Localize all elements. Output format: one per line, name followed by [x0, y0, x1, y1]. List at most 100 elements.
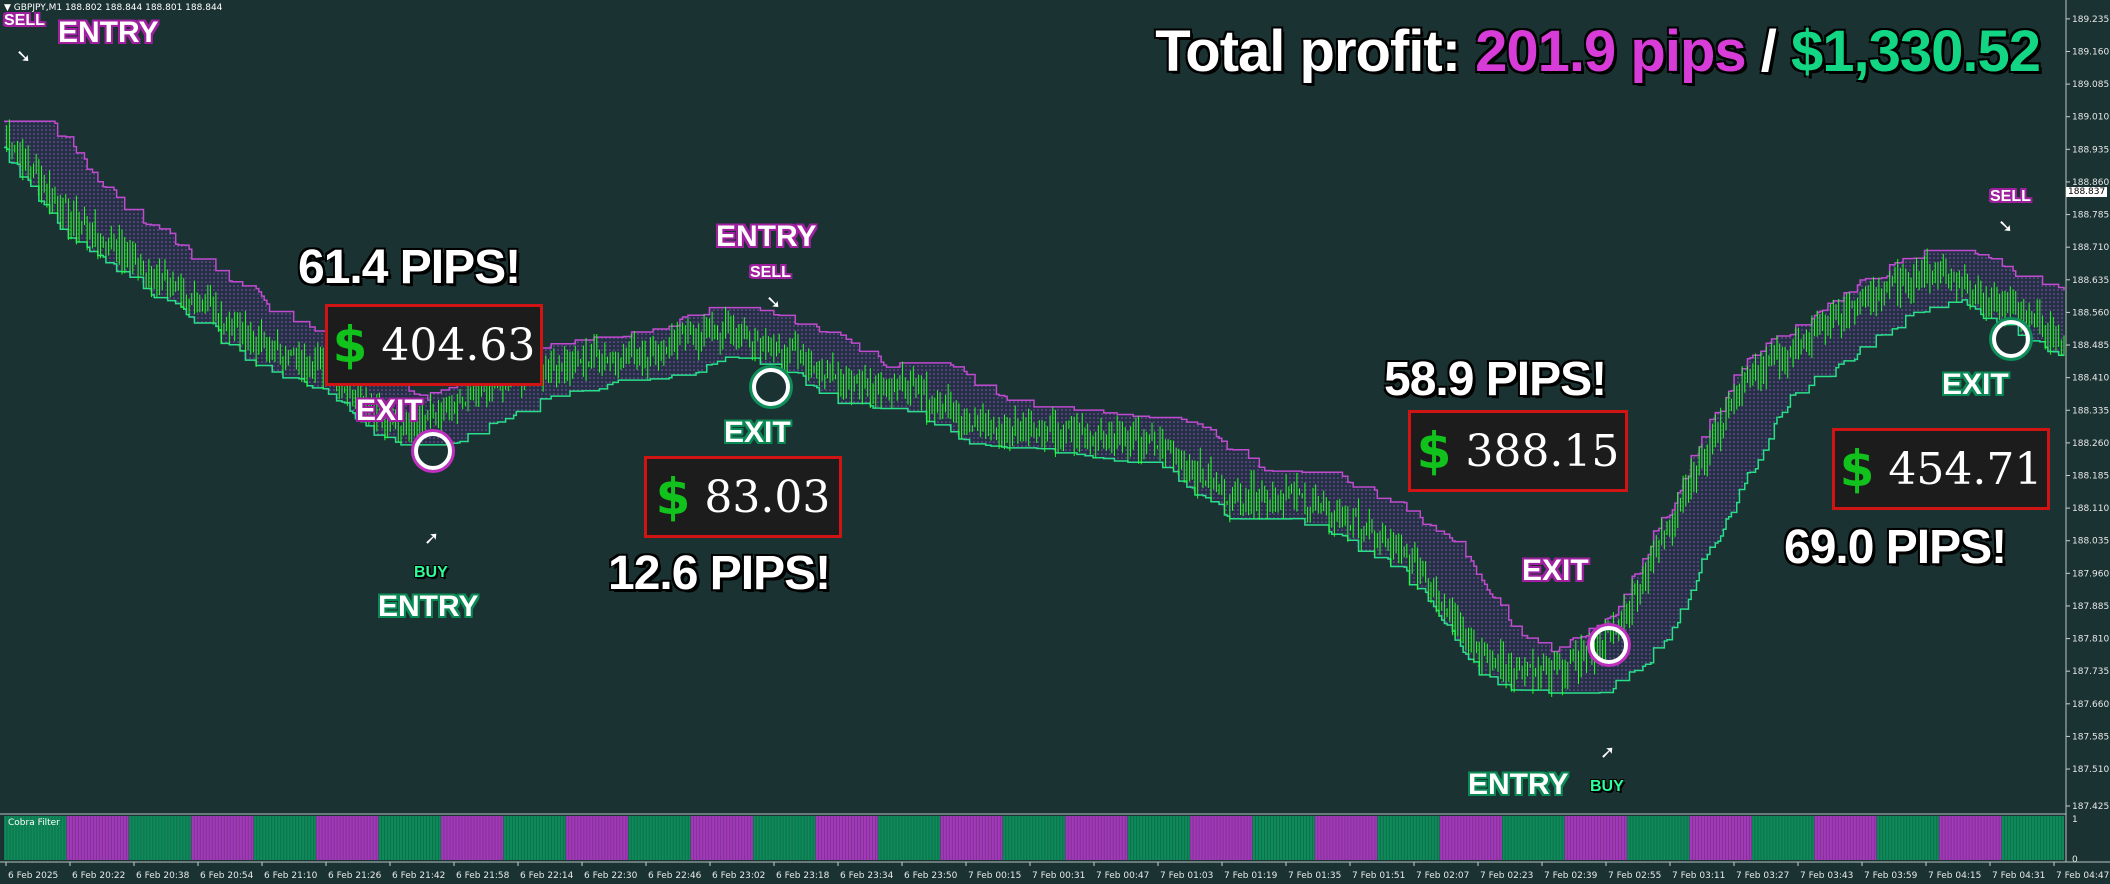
time-axis-label: 7 Feb 03:11: [1672, 871, 1725, 881]
filter-segment: [191, 816, 254, 860]
time-axis-label: 7 Feb 03:43: [1800, 871, 1853, 881]
filter-segment: [378, 816, 441, 860]
profit-value-1: 404.63: [381, 319, 536, 371]
filter-segment: [1439, 816, 1503, 860]
filter-segment: [877, 816, 941, 860]
sell-signal-label-3: SELL: [1990, 188, 2031, 205]
pips-result-3: 58.9 PIPS!: [1384, 353, 1607, 406]
profit-box-1: $404.63: [325, 304, 543, 386]
buy-arrow-icon: ➚: [1600, 742, 1616, 763]
sell-arrow-icon: ➘: [1998, 216, 2014, 237]
sell-arrow-icon: ➘: [766, 292, 782, 313]
price-axis-label: 187.810: [2072, 635, 2109, 645]
price-axis-label: 187.510: [2072, 765, 2109, 775]
filter-segment: [503, 816, 566, 860]
price-axis-label: 188.485: [2072, 341, 2109, 351]
exit-marker-2[interactable]: [752, 368, 790, 406]
time-axis-label: 7 Feb 01:19: [1224, 871, 1278, 881]
filter-segment: [628, 816, 691, 860]
time-axis-label: 7 Feb 02:23: [1480, 871, 1533, 881]
time-axis-label: 7 Feb 00:31: [1032, 871, 1085, 881]
price-axis-label: 187.885: [2072, 602, 2109, 612]
time-axis-label: 6 Feb 23:02: [712, 871, 765, 881]
filter-segment: [1127, 816, 1191, 860]
time-axis-label: 6 Feb 20:54: [200, 871, 254, 881]
indicator-axis-label: 0: [2072, 855, 2078, 865]
filter-segment: [66, 816, 129, 860]
price-axis-label: 188.710: [2072, 243, 2109, 253]
profit-box-2: $83.03: [644, 456, 842, 538]
time-axis-label: 7 Feb 03:59: [1864, 871, 1918, 881]
price-axis-label: 187.735: [2072, 667, 2109, 677]
sell-signal-label: SELL: [4, 12, 45, 29]
profit-value-4: 454.71: [1888, 443, 2043, 495]
buy-arrow-icon: ➚: [424, 528, 440, 549]
time-axis-label: 6 Feb 21:26: [328, 871, 382, 881]
filter-segment: [565, 816, 629, 860]
filter-segment: [815, 816, 878, 860]
entry-label-3: ENTRY: [716, 220, 817, 253]
lower-band-line: [4, 146, 2064, 694]
filter-segment: [940, 816, 1003, 860]
exit-marker-3[interactable]: [1590, 626, 1628, 664]
time-axis-label: 7 Feb 04:47: [2056, 871, 2109, 881]
entry-label-2: ENTRY: [378, 590, 479, 623]
headline-pips: 201.9 pips: [1475, 19, 1746, 84]
time-axis-label: 7 Feb 01:51: [1352, 871, 1405, 881]
filter-segment: [1377, 816, 1440, 860]
symbol-info: ▼ GBPJPY,M1 188.802 188.844 188.801 188.…: [4, 3, 223, 13]
price-axis-label: 189.235: [2072, 15, 2109, 25]
price-axis-label: 188.935: [2072, 145, 2109, 155]
price-axis-label: 188.035: [2072, 537, 2109, 547]
time-axis-label: 6 Feb 20:38: [136, 871, 190, 881]
exit-marker-1[interactable]: [414, 432, 452, 470]
filter-segment: [1689, 816, 1752, 860]
filter-segment: [2001, 816, 2064, 860]
indicator-name: Cobra Filter: [8, 818, 60, 828]
time-axis-label: 6 Feb 22:14: [520, 871, 574, 881]
time-axis-label: 6 Feb 2025: [8, 871, 58, 881]
price-axis-label: 189.160: [2072, 47, 2109, 57]
price-axis-label: 188.260: [2072, 439, 2109, 449]
dollar-icon: $: [655, 468, 691, 526]
pips-result-4: 69.0 PIPS!: [1784, 521, 2007, 574]
price-axis-label: 189.010: [2072, 113, 2109, 123]
buy-signal-label-2: BUY: [1590, 778, 1624, 795]
current-price-tag: 188.837: [2066, 187, 2108, 197]
time-axis-label: 7 Feb 02:07: [1416, 871, 1469, 881]
time-axis-label: 6 Feb 22:46: [648, 871, 702, 881]
time-axis-label: 7 Feb 02:55: [1608, 871, 1661, 881]
sell-signal-label-2: SELL: [750, 264, 791, 281]
exit-label-3: EXIT: [1522, 554, 1589, 587]
filter-segment: [1252, 816, 1315, 860]
time-axis-label: 7 Feb 00:15: [968, 871, 1021, 881]
filter-segment: [440, 816, 504, 860]
price-axis-label: 187.585: [2072, 732, 2109, 742]
price-axis-label: 188.185: [2072, 471, 2109, 481]
exit-marker-4[interactable]: [1992, 320, 2030, 358]
filter-segment: [1751, 816, 1815, 860]
dollar-icon: $: [1416, 422, 1452, 480]
filter-segment: [1190, 816, 1253, 860]
time-axis-label: 7 Feb 04:15: [1928, 871, 1981, 881]
time-axis-label: 7 Feb 03:27: [1736, 871, 1789, 881]
time-axis-label: 7 Feb 04:31: [1992, 871, 2045, 881]
time-axis-label: 6 Feb 20:22: [72, 871, 125, 881]
filter-segment: [1814, 816, 1877, 860]
time-axis-label: 7 Feb 01:35: [1288, 871, 1341, 881]
price-axis-label: 187.425: [2072, 802, 2109, 812]
price-axis-label: 188.335: [2072, 406, 2109, 416]
time-axis-label: 6 Feb 23:34: [840, 871, 894, 881]
price-axis-label: 188.860: [2072, 178, 2109, 188]
price-axis-label: 188.410: [2072, 374, 2109, 384]
time-axis-label: 6 Feb 23:18: [776, 871, 830, 881]
filter-segment: [1065, 816, 1128, 860]
filter-segment: [1939, 816, 2002, 860]
time-axis-label: 6 Feb 22:30: [584, 871, 638, 881]
filter-segment: [1502, 816, 1565, 860]
indicator-axis-label: 1: [2072, 815, 2078, 825]
filter-segment: [753, 816, 816, 860]
price-axis-label: 187.660: [2072, 700, 2109, 710]
